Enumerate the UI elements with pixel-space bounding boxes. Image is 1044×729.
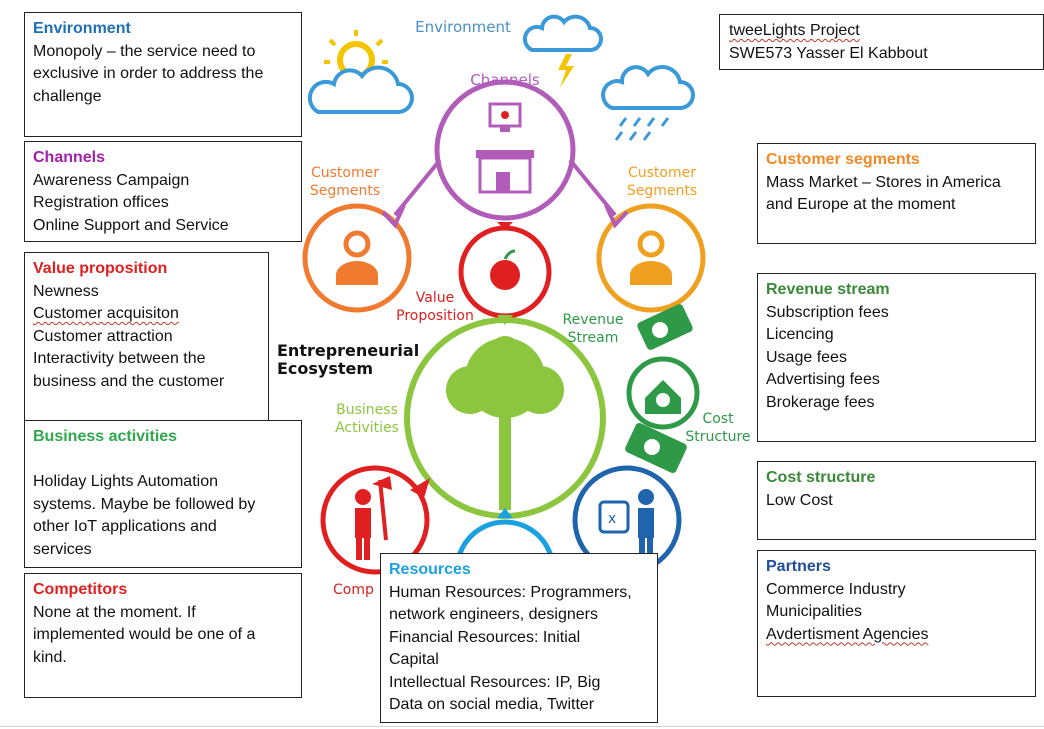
resources-line: network engineers, designers <box>389 606 599 623</box>
business-activities-line: other IoT applications and <box>33 518 217 535</box>
customer-segments-heading: Customer segments <box>766 151 920 168</box>
environment-line: exclusive in order to address the <box>33 65 264 82</box>
resources-line: Data on social media, Twitter <box>389 696 595 713</box>
project-author: SWE573 Yasser El Kabbout <box>729 44 928 62</box>
revenue-stream-line: Advertising fees <box>766 371 880 388</box>
resources-heading: Resources <box>389 561 471 578</box>
revenue-stream-heading: Revenue stream <box>766 281 890 298</box>
revenue-stream-line: Licencing <box>766 326 834 343</box>
diagram-environment-label: Environment <box>415 18 511 36</box>
diagram-business-activities-label-1: Business <box>336 402 398 418</box>
environment-line: challenge <box>33 87 102 105</box>
diagram-competitors-label: Comp <box>333 582 374 598</box>
customer-segments-line: and Europe at the moment <box>766 196 956 213</box>
resources-line: Human Resources: Programmers, <box>389 583 632 601</box>
environment-line: Monopoly – the service need to <box>33 42 256 60</box>
channels-line: Online Support and Service <box>33 216 229 234</box>
channels-line: Awareness Campaign <box>33 171 190 189</box>
diagram-customer-segments-right-label-2: Segments <box>627 183 697 199</box>
revenue-stream-cycle <box>625 304 700 474</box>
channels-arrows <box>381 158 629 229</box>
competitors-line: implemented would be one of a <box>33 626 256 643</box>
diagram-value-proposition-label-1: Value <box>416 290 454 306</box>
diagram-customer-segments-right-label-1: Customer <box>628 165 696 181</box>
customer-segments-line: Mass Market – Stores in America <box>766 173 1001 191</box>
business-activities-line <box>33 449 293 472</box>
channels-circle <box>434 79 576 221</box>
customer-segments-right-circle <box>596 203 706 313</box>
competitors-circle <box>320 465 430 575</box>
partners-line: Municipalities <box>766 603 863 620</box>
rain-cloud-icon <box>601 65 695 141</box>
page-bottom-divider <box>0 726 1044 727</box>
partners-line: Commerce Industry <box>766 580 906 598</box>
diagram-ecosystem-label-1: Entrepreneurial <box>277 341 419 360</box>
business-activities-line: systems. Maybe be followed by <box>33 495 256 513</box>
competitors-box: Competitors None at the moment. If imple… <box>24 573 302 698</box>
environment-heading: Environment <box>33 20 131 37</box>
cost-structure-line: Low Cost <box>766 491 833 509</box>
customer-segments-box: Customer segments Mass Market – Stores i… <box>757 143 1036 244</box>
cloud-icon <box>307 65 414 114</box>
diagram-channels-label: Channels <box>470 71 540 89</box>
project-title-box: tweeLights Project SWE573 Yasser El Kabb… <box>719 14 1044 70</box>
channels-box: Channels Awareness Campaign Registration… <box>24 141 302 242</box>
business-activities-heading: Business activities <box>33 428 178 445</box>
business-activities-box: Business activities Holiday Lights Autom… <box>24 420 302 568</box>
channels-line: Registration offices <box>33 194 169 211</box>
competitors-line: kind. <box>33 648 67 666</box>
partners-heading: Partners <box>766 558 831 575</box>
resources-line: Intellectual Resources: IP, Big <box>389 673 601 691</box>
value-proposition-heading: Value proposition <box>33 260 168 277</box>
revenue-stream-line: Subscription fees <box>766 303 889 321</box>
value-proposition-line: Interactivity between the <box>33 350 206 367</box>
project-title: tweeLights Project <box>729 22 860 39</box>
value-proposition-circle <box>458 222 552 319</box>
competitors-line: None at the moment. If <box>33 603 196 621</box>
competitors-heading: Competitors <box>33 581 128 598</box>
diagram-revenue-stream-label-2: Stream <box>568 330 619 346</box>
svg-text:x: x <box>608 511 616 527</box>
resources-line: Financial Resources: Initial <box>389 628 581 646</box>
diagram-ecosystem-label-2: Ecosystem <box>277 359 373 378</box>
diagram-cost-structure-label-1: Cost <box>702 411 734 427</box>
tree-circle <box>404 315 606 519</box>
value-proposition-line: Newness <box>33 282 99 300</box>
customer-segments-left-circle <box>302 203 412 313</box>
value-proposition-line: Customer attraction <box>33 327 173 345</box>
business-activities-line: Holiday Lights Automation <box>33 473 218 490</box>
channels-heading: Channels <box>33 149 106 166</box>
value-proposition-line: Customer acquisiton <box>33 305 179 322</box>
storm-cloud-icon <box>522 14 603 88</box>
cost-structure-box: Cost structure Low Cost <box>757 461 1036 540</box>
resources-line: Capital <box>389 651 439 668</box>
value-proposition-box: Value proposition Newness Customer acqui… <box>24 252 269 422</box>
diagram-customer-segments-left-label-2: Segments <box>310 183 380 199</box>
value-proposition-line: business and the customer <box>33 372 225 390</box>
resources-box: Resources Human Resources: Programmers, … <box>380 553 658 723</box>
business-activities-line: services <box>33 540 92 558</box>
revenue-stream-line: Usage fees <box>766 348 847 366</box>
environment-box: Environment Monopoly – the service need … <box>24 12 302 137</box>
diagram-cost-structure-label-2: Structure <box>685 429 750 445</box>
partners-box: Partners Commerce Industry Municipalitie… <box>757 550 1036 697</box>
diagram-revenue-stream-label-1: Revenue <box>563 312 624 328</box>
partners-circle: x <box>572 465 682 575</box>
revenue-stream-box: Revenue stream Subscription fees Licenci… <box>757 273 1036 442</box>
diagram-value-proposition-label-2: Proposition <box>396 308 474 324</box>
cost-structure-heading: Cost structure <box>766 469 876 486</box>
revenue-stream-line: Brokerage fees <box>766 393 875 411</box>
diagram-customer-segments-left-label-1: Customer <box>311 165 379 181</box>
diagram-business-activities-label-2: Activities <box>335 420 399 436</box>
partners-line: Avdertisment Agencies <box>766 625 929 643</box>
